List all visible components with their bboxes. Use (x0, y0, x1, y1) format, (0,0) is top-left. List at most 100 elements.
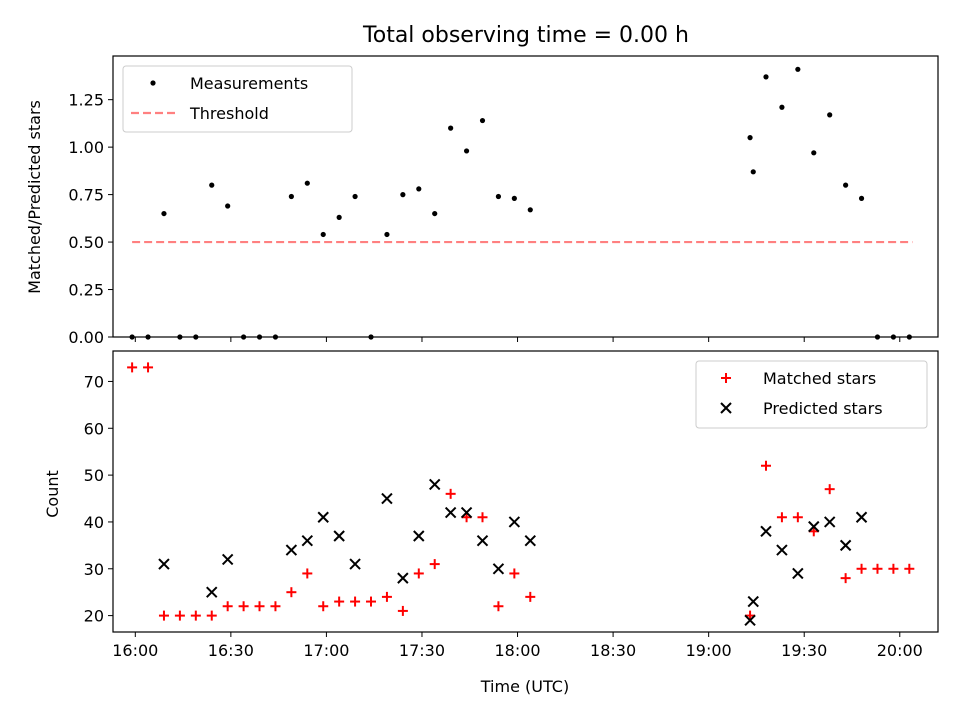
measurement-point (463, 148, 470, 154)
predicted-star-point (760, 525, 772, 538)
matched-star-point (286, 587, 297, 598)
matched-star-point (904, 563, 915, 574)
matched-star-point (143, 362, 154, 373)
predicted-star-point (301, 534, 314, 547)
bottom-panel: 20 30 40 50 60 70 16:00 16:30 17:00 17:30 18:00 18:… (84, 350, 939, 660)
y-tick-label: 60 (84, 419, 104, 438)
matched-star-point (792, 512, 803, 523)
y-tick-label: 20 (84, 607, 104, 626)
predicted-star-point (776, 544, 788, 556)
measurement-point (779, 104, 785, 110)
predicted-star-point (524, 534, 536, 547)
matched-star-point (318, 601, 329, 612)
measurement-point (432, 210, 438, 217)
matched-star-point (888, 563, 899, 574)
matched-star-point (238, 601, 249, 612)
measurement-point (811, 150, 817, 156)
matched-star-point (760, 460, 771, 471)
matched-star-point (397, 605, 408, 616)
predicted-star-point (747, 595, 759, 608)
predicted-star-point (792, 567, 804, 580)
measurement-point (747, 135, 753, 141)
matched-star-point (254, 601, 265, 612)
x-tick-label: 19:30 (781, 641, 827, 660)
matched-star-point (413, 568, 424, 579)
measurement-point (352, 193, 358, 200)
matched-star-point (381, 591, 392, 602)
y-tick-label: 0.50 (68, 233, 104, 252)
predicted-star-point (855, 511, 868, 523)
measurement-point (400, 192, 406, 198)
predicted-star-point (476, 534, 489, 547)
matched-star-point (776, 512, 787, 523)
measurement-point (763, 74, 769, 80)
measurement-point (225, 203, 231, 209)
predicted-star-point (823, 516, 836, 528)
measurement-point (448, 125, 454, 131)
chart-title: Total observing time = 0.00 h (362, 23, 689, 48)
measurement-point (750, 169, 756, 175)
y-tick-label: 1.25 (68, 91, 104, 110)
measurement-point (161, 210, 167, 217)
predicted-star-point (333, 530, 345, 542)
predicted-star-point (492, 563, 505, 575)
matched-star-point (127, 362, 138, 373)
matched-star-point (509, 568, 520, 579)
y-tick-label: 0.75 (68, 186, 104, 205)
matched-star-point (222, 601, 233, 612)
matched-star-point (493, 601, 504, 612)
measurement-point (384, 231, 390, 238)
top-panel: 0.00 0.25 0.50 0.75 1.00 1.25 Measurements Thre… (68, 55, 939, 347)
y-tick-label: 0.25 (68, 281, 104, 300)
measurement-point (336, 214, 342, 220)
matched-star-point (840, 573, 851, 584)
x-tick-label: 20:00 (877, 641, 923, 660)
measurement-point (495, 193, 502, 200)
matched-star-point (350, 596, 361, 607)
predicted-star-point (397, 572, 409, 584)
measurement-point (479, 117, 486, 124)
predicted-star-point (460, 506, 473, 519)
legend-dot-marker (150, 80, 156, 86)
y-tick-label: 0.00 (68, 328, 104, 347)
measurement-point (416, 186, 422, 192)
predicted-star-point (444, 506, 457, 519)
predicted-star-point (381, 492, 393, 505)
plot-frame (112, 350, 939, 633)
predicted-star-point (285, 544, 298, 556)
matched-star-point (366, 596, 377, 607)
legend-label: Predicted stars (763, 399, 883, 418)
predicted-star-point (808, 520, 820, 533)
y-tick-label: 1.00 (68, 138, 104, 157)
plot-frame (112, 55, 939, 338)
measurement-point (511, 195, 517, 201)
y-tick-label: 30 (84, 560, 104, 579)
predicted-star-point (839, 539, 852, 552)
predicted-star-point (349, 558, 361, 570)
matched-star-point (824, 484, 835, 495)
x-tick-label: 19:00 (686, 641, 732, 660)
x-tick-label: 16:00 (112, 641, 158, 660)
matched-star-point (270, 601, 281, 612)
x-tick-label: 16:30 (208, 641, 254, 660)
top-y-axis-label: Matched/Predicted stars (25, 100, 44, 294)
legend-box (695, 360, 928, 429)
x-tick-label: 17:30 (399, 641, 445, 660)
matched-star-point (525, 591, 536, 602)
measurement-point (858, 195, 865, 201)
measurement-point (795, 66, 801, 72)
y-tick-label: 70 (84, 372, 104, 391)
measurement-point (304, 180, 310, 186)
matched-star-point (429, 559, 440, 570)
legend-plus-marker (721, 373, 731, 383)
measurement-point (827, 112, 833, 118)
y-tick-label: 50 (84, 466, 104, 485)
x-tick-label: 18:00 (494, 641, 540, 660)
predicted-star-point (413, 530, 425, 542)
predicted-star-point (429, 478, 441, 491)
x-axis-label: Time (UTC) (480, 677, 569, 696)
measurement-point (527, 207, 533, 213)
x-tick-label: 17:00 (303, 641, 349, 660)
matched-star-point (477, 512, 488, 523)
